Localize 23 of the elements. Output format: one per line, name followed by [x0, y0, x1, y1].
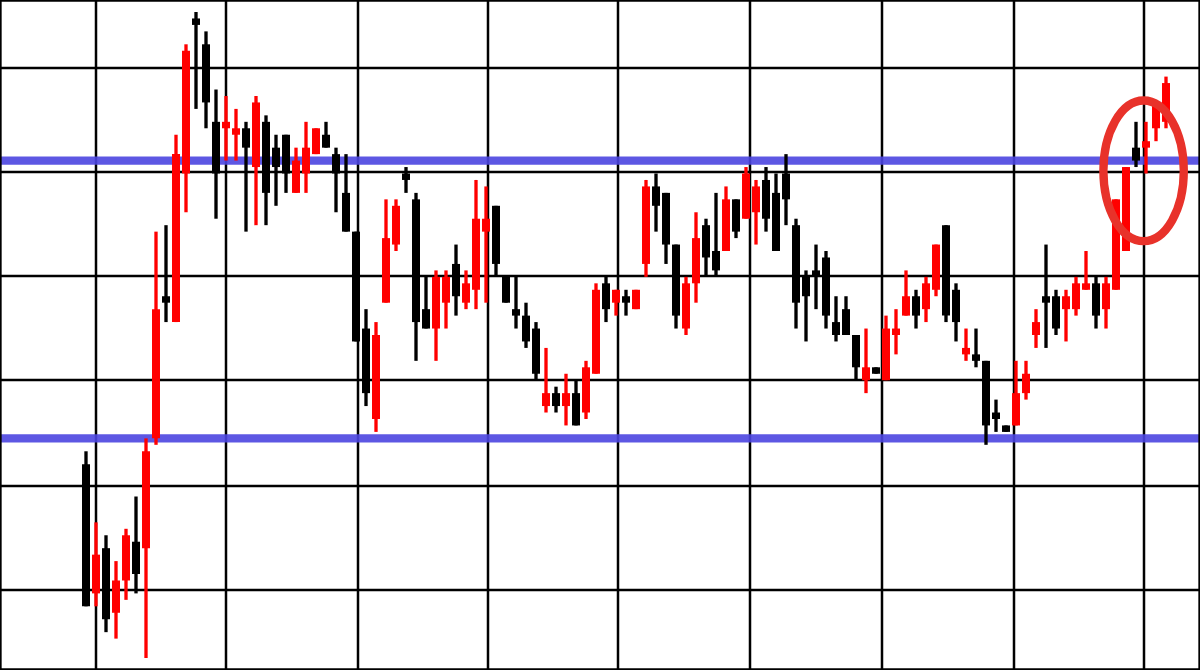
candlestick [962, 326, 970, 363]
candlestick [562, 372, 570, 428]
candlestick [972, 326, 980, 369]
candlestick [552, 385, 560, 415]
candlestick [902, 268, 910, 318]
candlestick [1012, 359, 1020, 428]
candlestick [862, 326, 870, 395]
candlestick [232, 107, 240, 163]
candlestick [542, 346, 550, 415]
candlestick [322, 120, 330, 150]
candlestick [912, 288, 920, 331]
candlestick [1142, 120, 1150, 176]
candlestick [732, 197, 740, 240]
candlestick [1022, 359, 1030, 402]
candlestick [1032, 307, 1040, 350]
candlestick [112, 559, 120, 641]
candlestick [92, 520, 100, 608]
candlestick [122, 527, 130, 602]
candlestick [692, 210, 700, 305]
candlestick [622, 288, 630, 318]
candlestick [682, 275, 690, 337]
candlestick [222, 94, 230, 163]
candlestick [612, 288, 620, 318]
